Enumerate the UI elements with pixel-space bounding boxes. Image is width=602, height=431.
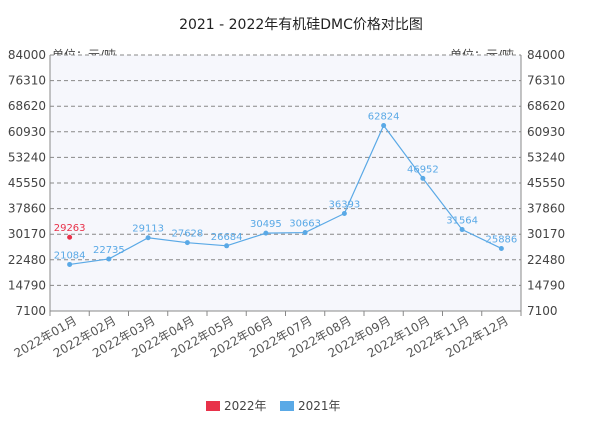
legend-label-2022: 2022年 <box>224 399 267 413</box>
y-tick-label-left: 7100 <box>15 304 46 318</box>
data-point <box>302 230 308 236</box>
legend-label-2021: 2021年 <box>298 399 341 413</box>
data-point <box>67 234 73 240</box>
data-point <box>106 256 112 262</box>
y-tick-label-right: 53240 <box>527 150 565 164</box>
data-point <box>184 240 190 246</box>
y-tick-label-left: 30170 <box>8 227 46 241</box>
y-tick-label-left: 76310 <box>8 74 46 88</box>
data-label: 31564 <box>446 216 478 227</box>
data-point <box>420 175 426 181</box>
data-point <box>498 245 504 251</box>
data-label: 46952 <box>407 164 439 175</box>
y-tick-label-right: 7100 <box>527 304 558 318</box>
legend-item-2021[interactable]: 2021年 <box>280 397 341 414</box>
data-point <box>381 122 387 128</box>
data-label: 25886 <box>485 234 517 245</box>
y-tick-label-right: 22480 <box>527 253 565 267</box>
data-label: 26684 <box>211 232 243 243</box>
data-point <box>263 230 269 236</box>
data-label: 36393 <box>328 199 360 210</box>
y-tick-label-right: 14790 <box>527 278 565 292</box>
y-tick-label-right: 76310 <box>527 74 565 88</box>
y-tick-label-left: 84000 <box>8 48 46 62</box>
y-tick-label-left: 37860 <box>8 202 46 216</box>
y-tick-label-left: 45550 <box>8 176 46 190</box>
data-label: 29113 <box>132 224 164 235</box>
y-tick-label-right: 45550 <box>527 176 565 190</box>
y-tick-label-right: 68620 <box>527 99 565 113</box>
data-point <box>224 243 230 249</box>
y-tick-label-left: 68620 <box>8 99 46 113</box>
legend-swatch-2021 <box>280 400 294 411</box>
legend-swatch-2022 <box>206 400 220 411</box>
y-tick-label-right: 37860 <box>527 202 565 216</box>
series: 29263 21084 22735 29113 27628 26684 30495 30663… <box>54 111 517 267</box>
grid <box>50 54 521 312</box>
y-tick-label-left: 53240 <box>8 150 46 164</box>
legend-item-2022[interactable]: 2022年 <box>206 397 267 414</box>
data-label: 62824 <box>368 111 400 122</box>
series-line-1 <box>69 124 502 266</box>
y-tick-label-right: 84000 <box>527 48 565 62</box>
data-label: 30663 <box>289 219 321 230</box>
data-label: 27628 <box>171 229 203 240</box>
data-label: 21084 <box>54 250 86 261</box>
data-label: 30495 <box>250 219 282 230</box>
chart-title: 2021 - 2022年有机硅DMC价格对比图 <box>179 17 423 33</box>
data-point <box>67 261 73 267</box>
y-tick-label-left: 22480 <box>8 253 46 267</box>
y-tick-label-right: 60930 <box>527 125 565 139</box>
data-label: 22735 <box>93 245 125 256</box>
y-tick-label-right: 30170 <box>527 227 565 241</box>
data-point <box>459 227 465 233</box>
y-tick-label-left: 14790 <box>8 278 46 292</box>
y-tick-label-left: 60930 <box>8 125 46 139</box>
data-point <box>341 210 347 216</box>
data-point <box>145 235 151 241</box>
data-label: 29263 <box>54 223 86 234</box>
